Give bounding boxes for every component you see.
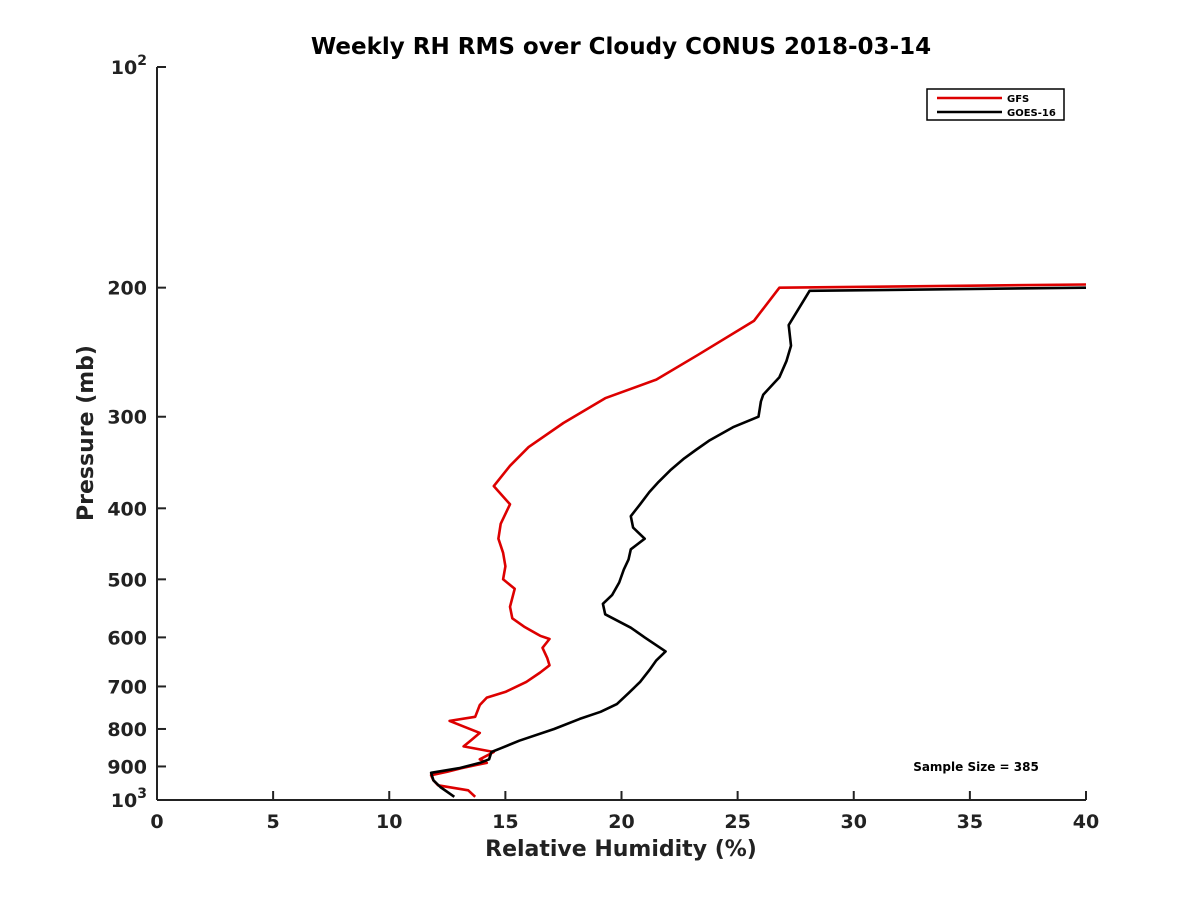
x-tick-label: 30	[841, 811, 867, 833]
x-tick-label: 0	[150, 811, 163, 833]
x-tick-label: 5	[267, 811, 280, 833]
y-axis-label: Pressure (mb)	[74, 345, 99, 521]
series-lines	[429, 283, 1087, 798]
y-tick-label: 400	[107, 498, 147, 520]
y-tick-label: 500	[107, 569, 147, 591]
y-tick-label: 600	[107, 627, 147, 649]
y-tick-label: 103	[111, 786, 147, 812]
y-tick-label: 900	[107, 756, 147, 778]
y-tick-label: 700	[107, 676, 147, 698]
chart-title: Weekly RH RMS over Cloudy CONUS 2018-03-…	[311, 34, 931, 60]
y-tick-label: 300	[107, 407, 147, 429]
x-axis-label: Relative Humidity (%)	[485, 837, 757, 862]
legend-label-gfs: GFS	[1007, 94, 1029, 105]
legend-label-goes-16: GOES-16	[1007, 108, 1056, 119]
x-tick-label: 35	[957, 811, 983, 833]
sample-size-annotation: Sample Size = 385	[913, 760, 1039, 774]
x-tick-label: 20	[608, 811, 634, 833]
x-tick-label: 40	[1073, 811, 1099, 833]
legend-box	[926, 88, 1065, 121]
y-tick-label: 102	[111, 53, 147, 79]
series-line-gfs	[429, 283, 1087, 798]
x-tick-label: 15	[492, 811, 518, 833]
x-tick-label: 10	[376, 811, 402, 833]
y-tick-label: 200	[107, 278, 147, 300]
y-tick-label: 800	[107, 719, 147, 741]
axes: 0 5 10 15 20 25 30 35 40 102 200 300 400 500 600 700 800…	[107, 53, 1099, 833]
legend: GFS GOES-16	[926, 88, 1065, 121]
series-line-goes-16	[429, 286, 1087, 798]
x-tick-label: 25	[724, 811, 750, 833]
